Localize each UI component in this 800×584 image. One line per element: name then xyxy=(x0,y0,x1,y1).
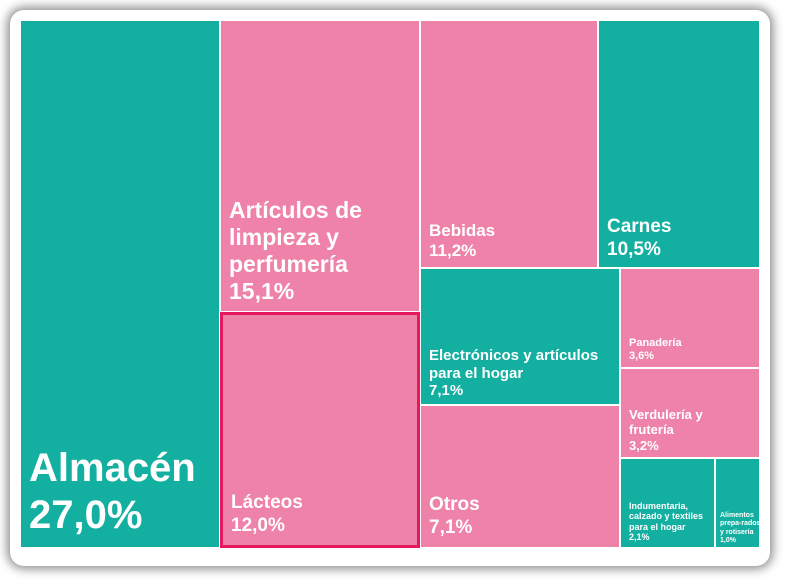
treemap-tile-verduleria: Verdulería y frutería 3,2% xyxy=(620,368,760,458)
category-name: Verdulería y frutería xyxy=(629,407,703,438)
category-name: Alimentos prepa-rados y rotisería xyxy=(720,512,760,536)
treemap-tile-limpieza: Artículos de limpieza y perfumería 15,1% xyxy=(220,20,420,312)
category-name: Electrónicos y artículos para el hogar xyxy=(429,346,599,382)
tile-label-panaderia: Panadería 3,6% xyxy=(629,337,755,363)
tile-label-verduleria: Verdulería y frutería 3,2% xyxy=(629,407,739,453)
category-percent: 10,5% xyxy=(607,238,661,260)
category-percent: 1,0% xyxy=(720,536,736,544)
treemap-tile-alimentos: Alimentos prepa-rados y rotisería 1,0% xyxy=(715,458,760,548)
category-name: Otros xyxy=(429,494,480,516)
tile-label-indumentaria: Indumentaria, calzado y textiles para el… xyxy=(629,500,714,543)
category-percent: 7,1% xyxy=(429,516,473,538)
treemap-tile-panaderia: Panadería 3,6% xyxy=(620,268,760,368)
tile-label-otros: Otros 7,1% xyxy=(429,494,615,539)
category-percent: 12,0% xyxy=(231,514,285,536)
treemap-tile-carnes: Carnes 10,5% xyxy=(598,20,760,268)
category-name: Lácteos xyxy=(231,492,303,514)
treemap-tile-lacteos: Lácteos 12,0% xyxy=(220,312,420,548)
treemap-tile-otros: Otros 7,1% xyxy=(420,405,620,548)
treemap-tile-almacen: Almacén 27,0% xyxy=(20,20,220,548)
category-name: Artículos de limpieza y perfumería xyxy=(229,196,362,277)
treemap-tile-bebidas: Bebidas 11,2% xyxy=(420,20,598,268)
treemap-tile-indumentaria: Indumentaria, calzado y textiles para el… xyxy=(620,458,715,548)
category-percent: 7,1% xyxy=(429,382,464,400)
treemap-tile-electronicos: Electrónicos y artículos para el hogar 7,… xyxy=(420,268,620,405)
category-percent: 11,2% xyxy=(429,240,477,260)
category-name: Panadería xyxy=(629,337,682,350)
tile-label-electronicos: Electrónicos y artículos para el hogar 7,… xyxy=(429,347,599,400)
category-percent: 3,2% xyxy=(629,437,659,453)
category-name: Carnes xyxy=(607,216,672,238)
category-percent: 2,1% xyxy=(629,532,650,543)
treemap-chart: Almacén 27,0% Artículos de limpieza y perf… xyxy=(20,20,760,548)
tile-label-carnes: Carnes 10,5% xyxy=(607,216,755,261)
tile-label-limpieza: Artículos de limpieza y perfumería 15,1% xyxy=(229,197,389,306)
category-name: Bebidas xyxy=(429,220,496,240)
category-percent: 27,0% xyxy=(29,492,143,537)
tile-label-alimentos: Alimentos prepa-rados y rotisería 1,0% xyxy=(720,512,760,545)
category-percent: 15,1% xyxy=(229,277,295,304)
category-percent: 3,6% xyxy=(629,350,655,363)
category-name: Indumentaria, calzado y textiles para el… xyxy=(629,500,704,532)
category-name: Almacén xyxy=(29,445,196,490)
tile-label-lacteos: Lácteos 12,0% xyxy=(231,492,413,537)
tile-label-bebidas: Bebidas 11,2% xyxy=(429,221,593,261)
tile-label-almacen: Almacén 27,0% xyxy=(29,445,215,539)
